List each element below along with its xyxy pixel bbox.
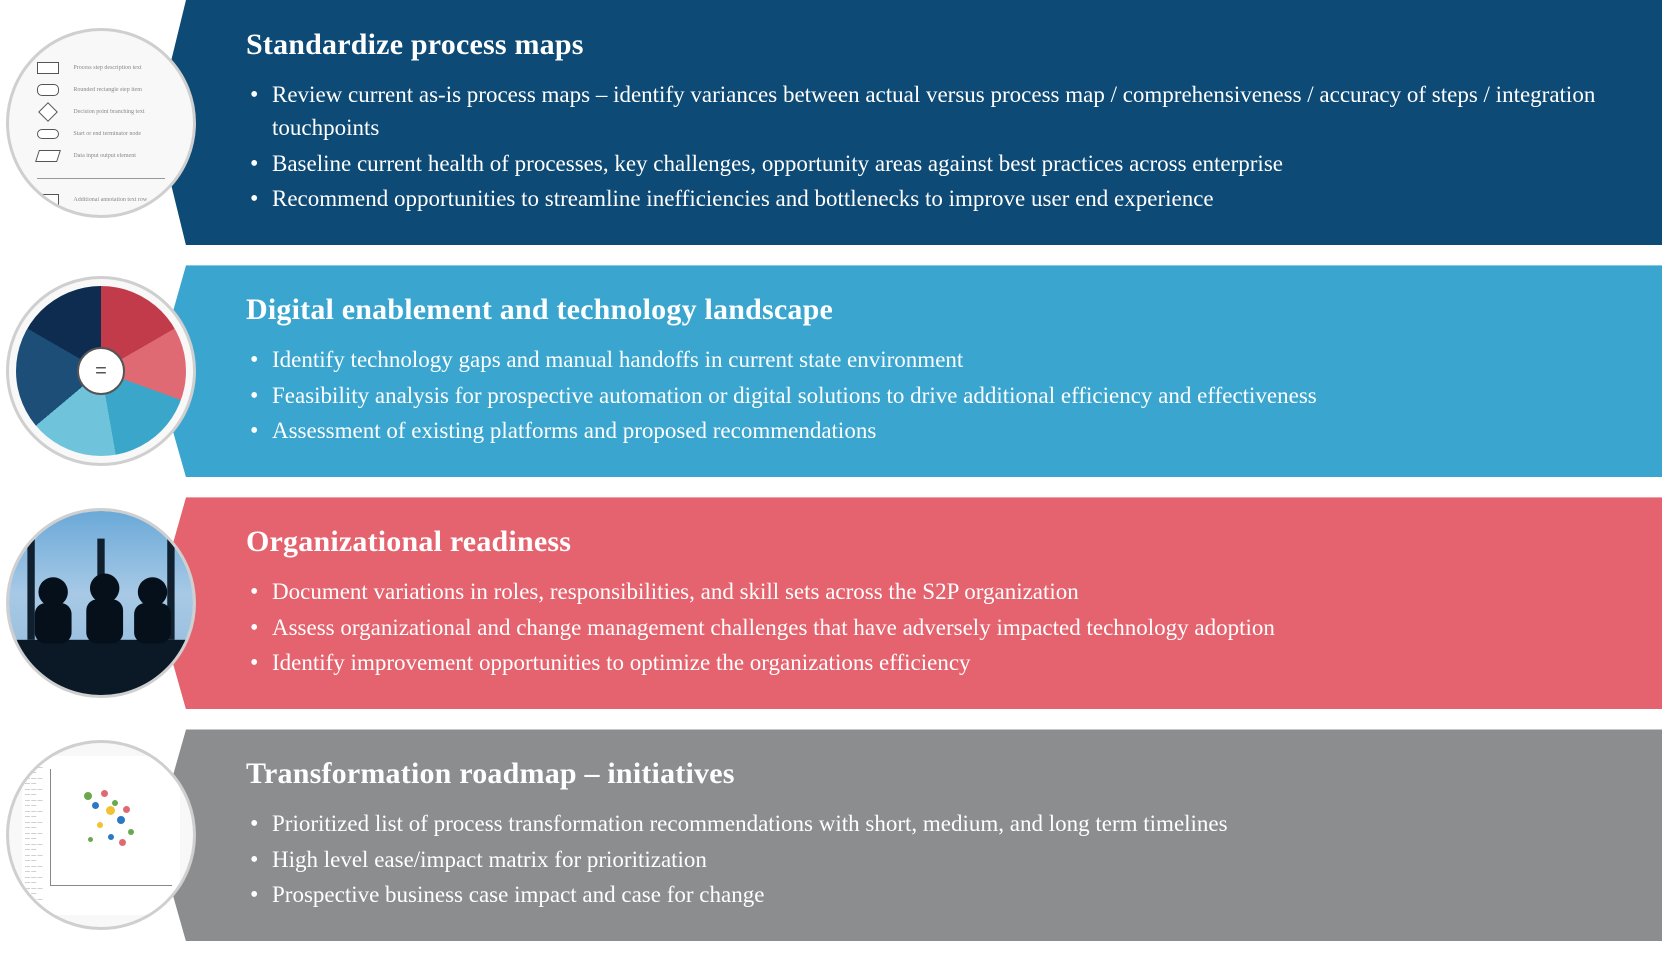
- panel-title: Organizational readiness: [246, 525, 1602, 559]
- panel-title: Digital enablement and technology landsc…: [246, 293, 1602, 327]
- icon-circle-standardize: Process step description text Rounded re…: [6, 28, 196, 218]
- bullet-item: Recommend opportunities to streamline in…: [246, 182, 1602, 215]
- bullet-item: Review current as-is process maps – iden…: [246, 78, 1602, 145]
- flowchart-legend-icon: Process step description text Rounded re…: [27, 49, 174, 196]
- panel-org: Organizational readiness Document variat…: [156, 497, 1662, 709]
- row-roadmap: — — — — —— — — — —— — — — —— — — — —— — …: [0, 729, 1662, 941]
- bullet-item: Identify technology gaps and manual hand…: [246, 343, 1602, 376]
- meeting-silhouette-icon: [9, 511, 193, 695]
- panel-title: Standardize process maps: [246, 28, 1602, 62]
- bullet-item: Prospective business case impact and cas…: [246, 878, 1602, 911]
- bullet-list: Document variations in roles, responsibi…: [246, 575, 1602, 681]
- panel-title: Transformation roadmap – initiatives: [246, 757, 1602, 791]
- row-org: Organizational readiness Document variat…: [0, 497, 1662, 709]
- panel-standardize: Standardize process maps Review current …: [156, 0, 1662, 245]
- row-standardize: Process step description text Rounded re…: [0, 0, 1662, 245]
- bullet-item: Assessment of existing platforms and pro…: [246, 414, 1602, 447]
- scatter-chart-icon: — — — — —— — — — —— — — — —— — — — —— — …: [22, 756, 180, 914]
- icon-circle-digital: [6, 276, 196, 466]
- bullet-list: Identify technology gaps and manual hand…: [246, 343, 1602, 449]
- bullet-item: Identify improvement opportunities to op…: [246, 646, 1602, 679]
- donut-wheel-icon: [16, 286, 186, 456]
- bullet-item: Prioritized list of process transformati…: [246, 807, 1602, 840]
- panel-roadmap: Transformation roadmap – initiatives Pri…: [156, 729, 1662, 941]
- bullet-item: Assess organizational and change managem…: [246, 611, 1602, 644]
- bullet-item: Feasibility analysis for prospective aut…: [246, 379, 1602, 412]
- bullet-list: Prioritized list of process transformati…: [246, 807, 1602, 913]
- bullet-item: Baseline current health of processes, ke…: [246, 147, 1602, 180]
- bullet-list: Review current as-is process maps – iden…: [246, 78, 1602, 217]
- bullet-item: High level ease/impact matrix for priori…: [246, 843, 1602, 876]
- bullet-item: Document variations in roles, responsibi…: [246, 575, 1602, 608]
- panel-digital: Digital enablement and technology landsc…: [156, 265, 1662, 477]
- icon-circle-org: [6, 508, 196, 698]
- icon-circle-roadmap: — — — — —— — — — —— — — — —— — — — —— — …: [6, 740, 196, 930]
- row-digital: Digital enablement and technology landsc…: [0, 265, 1662, 477]
